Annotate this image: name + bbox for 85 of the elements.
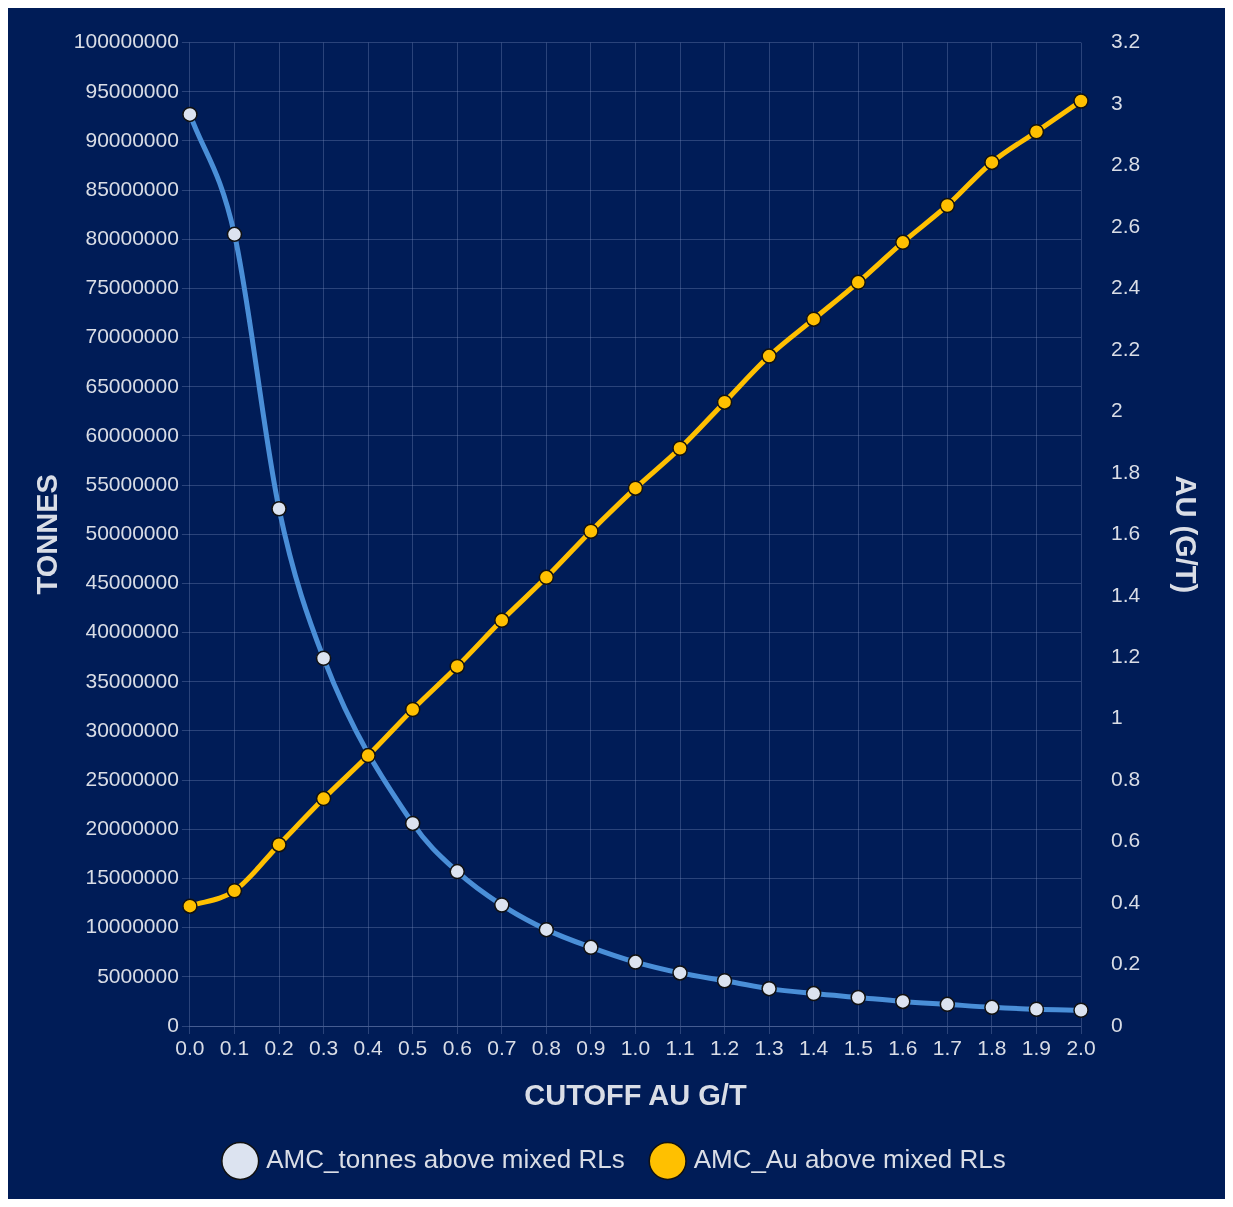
y2-tick-label: 0.6 — [1111, 828, 1141, 852]
point — [182, 898, 198, 914]
y2-tick-label: 0.4 — [1111, 889, 1141, 913]
y2-tick-label: 3.2 — [1111, 29, 1141, 53]
y-tick-label: 15000000 — [85, 865, 179, 889]
y-tick-label: 50000000 — [85, 521, 179, 545]
x-tick-label: 0.5 — [398, 1036, 428, 1060]
x-tick-label: 1.9 — [1021, 1036, 1052, 1060]
x-tick-label: 0.4 — [353, 1036, 384, 1060]
point — [939, 197, 956, 214]
y2-tick-label: 1.6 — [1111, 521, 1141, 545]
y-tick-label: 30000000 — [85, 717, 179, 741]
y-tick-label: 5000000 — [97, 963, 179, 987]
point — [360, 747, 376, 764]
y2-tick-label: 1.2 — [1111, 644, 1141, 668]
point — [805, 311, 822, 327]
y-tick-label: 95000000 — [85, 78, 179, 102]
y-tick-label: 60000000 — [85, 422, 179, 446]
point — [984, 154, 1000, 171]
y-tick-label: 75000000 — [85, 275, 179, 299]
y2-tick-label: 2.8 — [1111, 152, 1141, 176]
y2-tick-label: 2 — [1111, 398, 1123, 422]
legend-label: AMC_tonnes above mixed RLs — [266, 1144, 625, 1175]
y-tick-label: 45000000 — [85, 570, 179, 594]
point — [627, 480, 644, 496]
point — [449, 658, 465, 675]
y-tick-label: 65000000 — [85, 373, 179, 397]
point — [271, 836, 287, 853]
point — [1028, 123, 1045, 140]
x-tick-label: 1.7 — [932, 1036, 962, 1060]
x-tick-label: 1.3 — [754, 1036, 784, 1060]
point — [850, 274, 866, 291]
point — [315, 790, 332, 807]
y2-tick-label: 3 — [1111, 90, 1123, 114]
x-tick-label: 1.2 — [709, 1036, 740, 1060]
x-tick-label: 0.6 — [442, 1036, 472, 1060]
x-tick-label: 0.0 — [175, 1036, 205, 1060]
y2-tick-label: 2.4 — [1111, 275, 1141, 299]
y2-tick-label: 1 — [1111, 705, 1123, 729]
point — [761, 348, 777, 364]
y2-tick-label: 0 — [1111, 1012, 1123, 1036]
point — [672, 440, 688, 456]
x-tick-label: 1.5 — [843, 1036, 873, 1060]
x-tick-label: 2.0 — [1066, 1036, 1096, 1060]
legend-label: AMC_Au above mixed RLs — [693, 1144, 1006, 1175]
x-tick-label: 1.6 — [888, 1036, 918, 1060]
y-tick-label: 0 — [167, 1012, 179, 1036]
x-axis-title: CUTOFF AU G/T — [524, 1078, 747, 1111]
y2-tick-label: 0.8 — [1111, 766, 1141, 790]
y-tick-label: 20000000 — [85, 816, 179, 840]
y-tick-label: 35000000 — [85, 668, 179, 692]
y-tick-label: 80000000 — [85, 226, 179, 250]
point — [895, 234, 911, 251]
x-tick-label: 0.9 — [576, 1036, 606, 1060]
x-tick-label: 0.2 — [264, 1036, 294, 1060]
y-tick-label: 25000000 — [85, 766, 179, 790]
x-tick-label: 0.7 — [487, 1036, 517, 1060]
y-tick-label: 10000000 — [85, 914, 179, 938]
y-tick-label: 100000000 — [73, 29, 179, 53]
x-tick-label: 0.8 — [531, 1036, 561, 1060]
point — [404, 701, 421, 718]
point — [1073, 93, 1089, 109]
y-tick-label: 70000000 — [85, 324, 179, 348]
y-tick-label: 90000000 — [85, 127, 179, 151]
y-tick-label: 40000000 — [85, 619, 179, 643]
point — [494, 612, 510, 629]
y2-tick-label: 1.4 — [1111, 582, 1141, 606]
x-tick-label: 0.3 — [308, 1036, 339, 1060]
x-tick-label: 1.1 — [665, 1036, 695, 1060]
x-tick-label: 1.4 — [799, 1036, 829, 1060]
point — [716, 394, 733, 410]
y2-tick-label: 2.2 — [1111, 336, 1141, 360]
point — [583, 523, 599, 539]
y2-tick-label: 0.2 — [1111, 951, 1141, 975]
y-tick-label: 85000000 — [85, 176, 179, 200]
point — [538, 569, 555, 586]
x-tick-label: 1.8 — [977, 1036, 1007, 1060]
y-tick-label: 55000000 — [85, 471, 179, 495]
x-tick-label: 1.0 — [620, 1036, 651, 1060]
y2-tick-label: 1.8 — [1111, 459, 1141, 483]
x-tick-label: 0.1 — [219, 1036, 250, 1060]
y2-axis-title: AU (G/T) — [1169, 475, 1202, 594]
y2-tick-label: 2.6 — [1111, 213, 1141, 237]
y-axis-title: TONNES — [31, 474, 64, 595]
point — [226, 883, 243, 899]
